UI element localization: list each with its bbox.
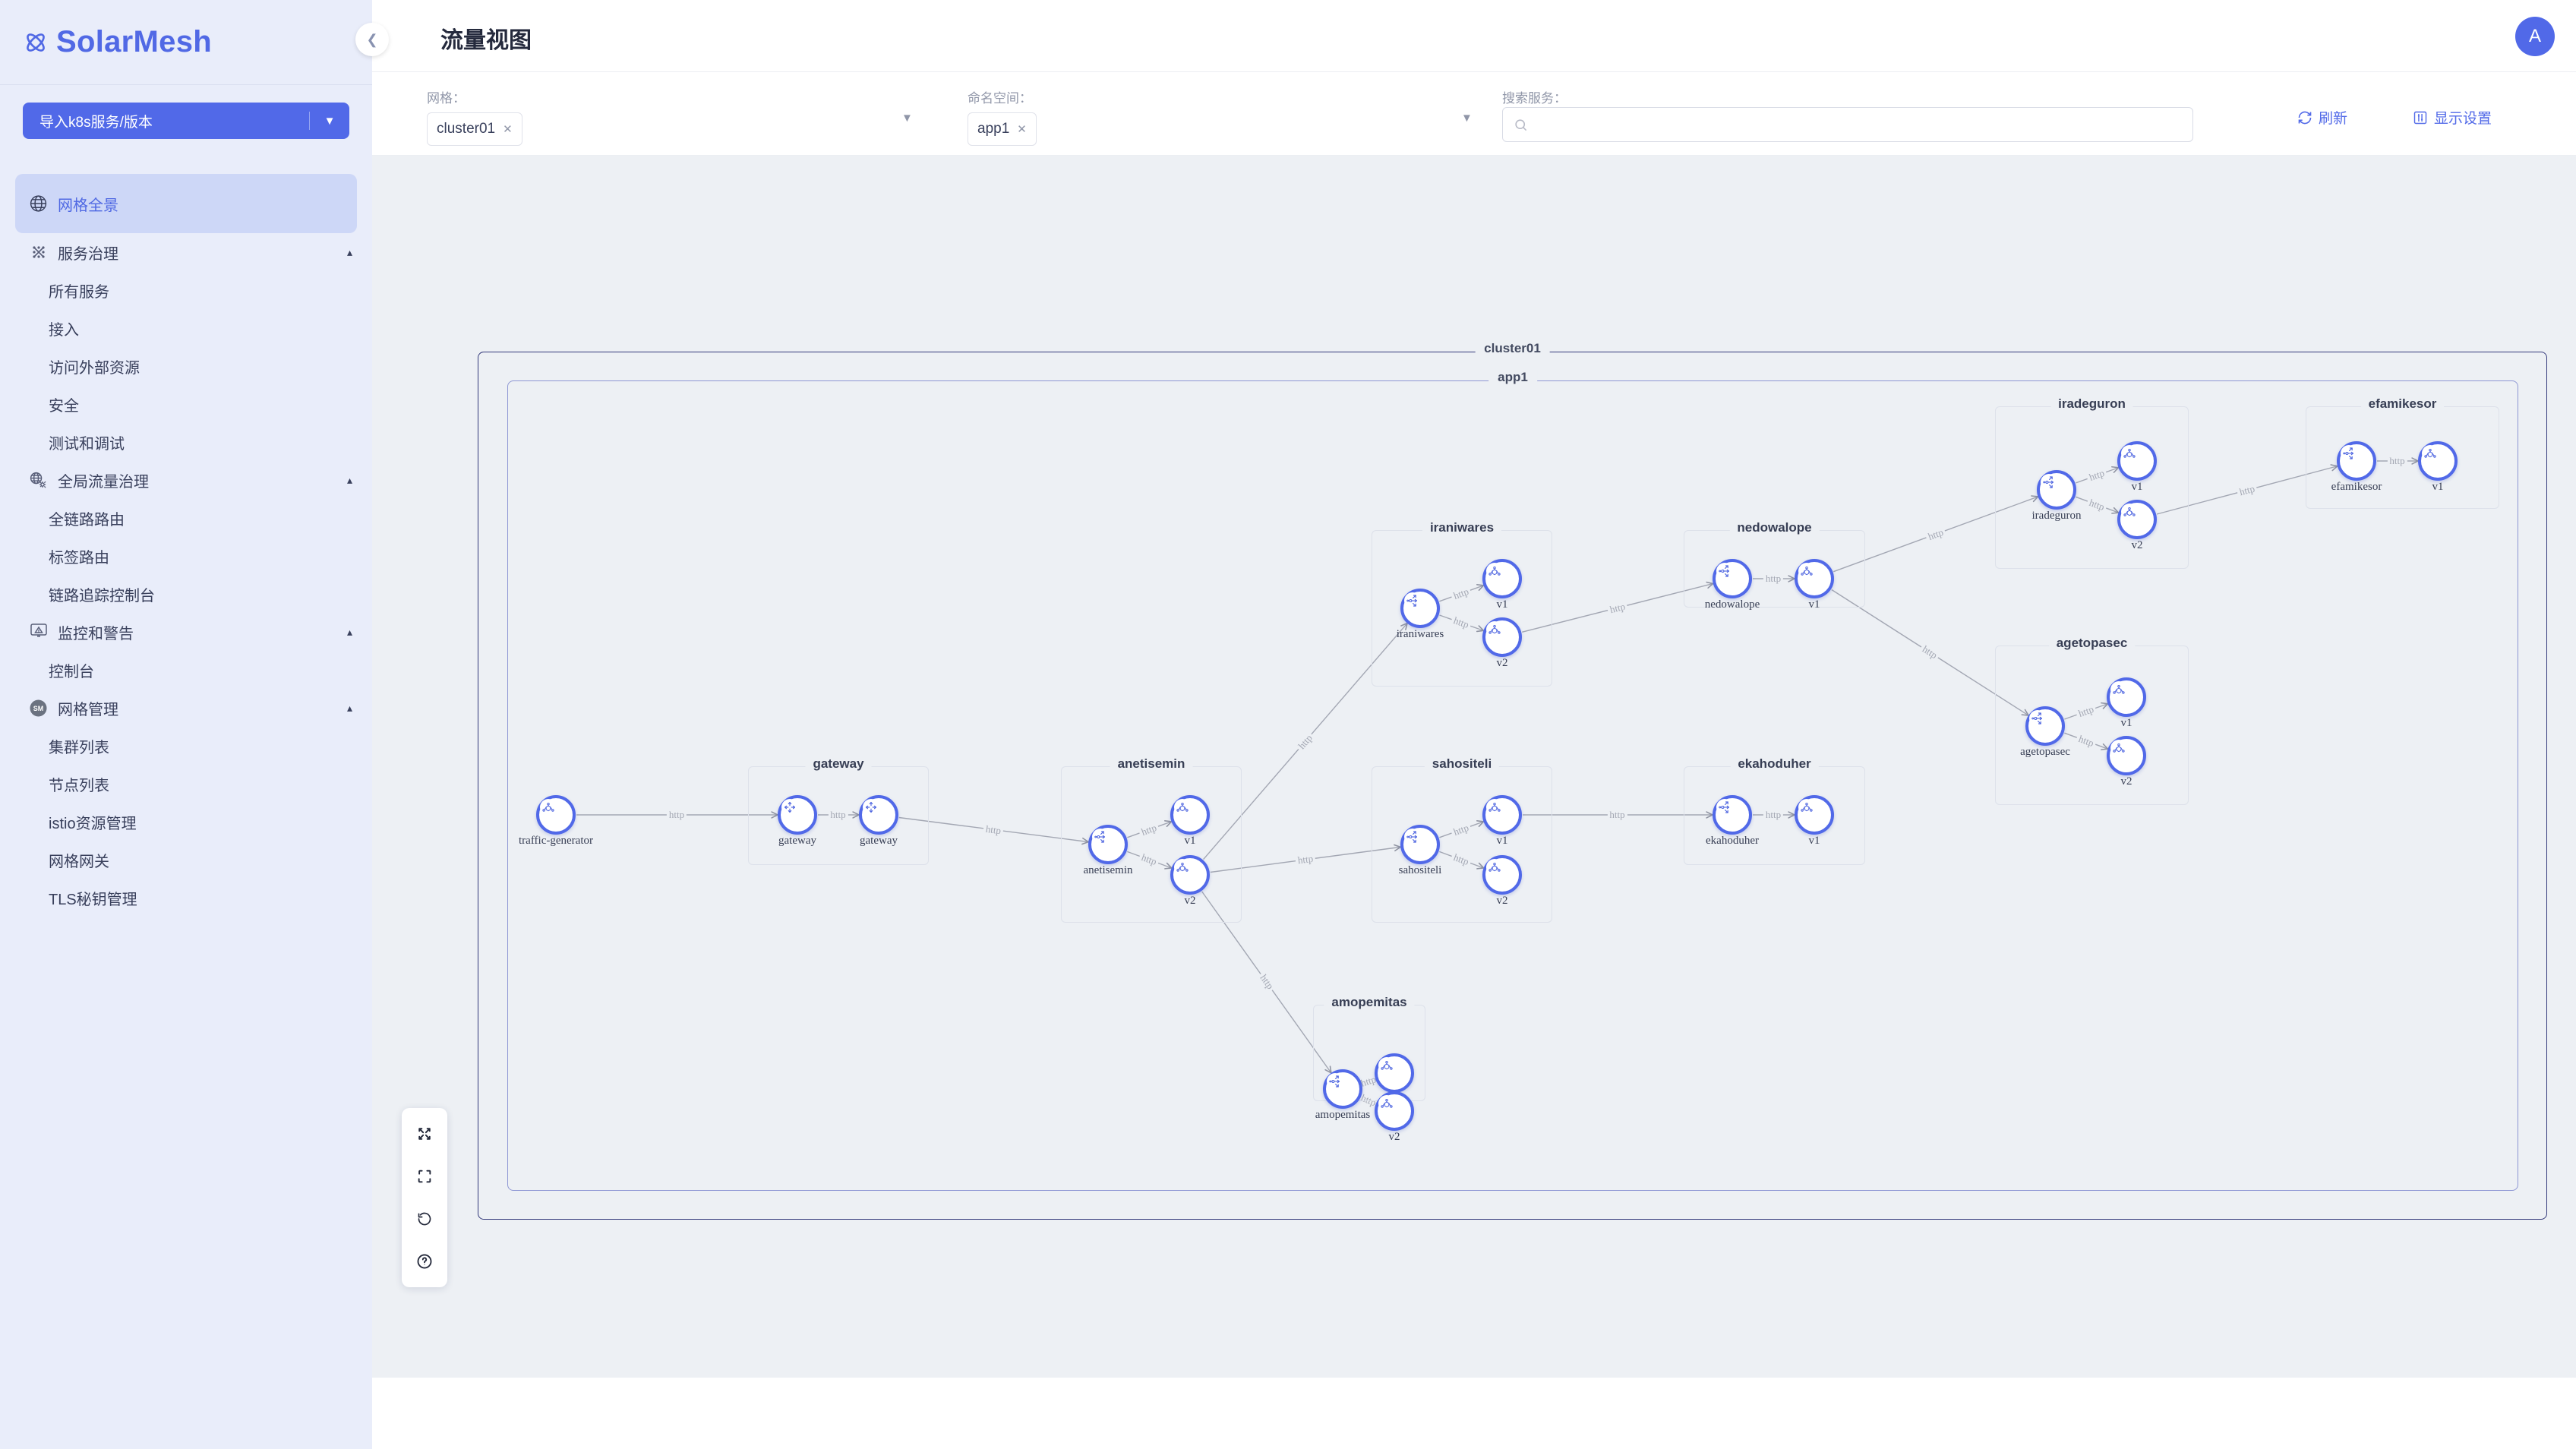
svg-text:SM: SM	[33, 705, 44, 712]
